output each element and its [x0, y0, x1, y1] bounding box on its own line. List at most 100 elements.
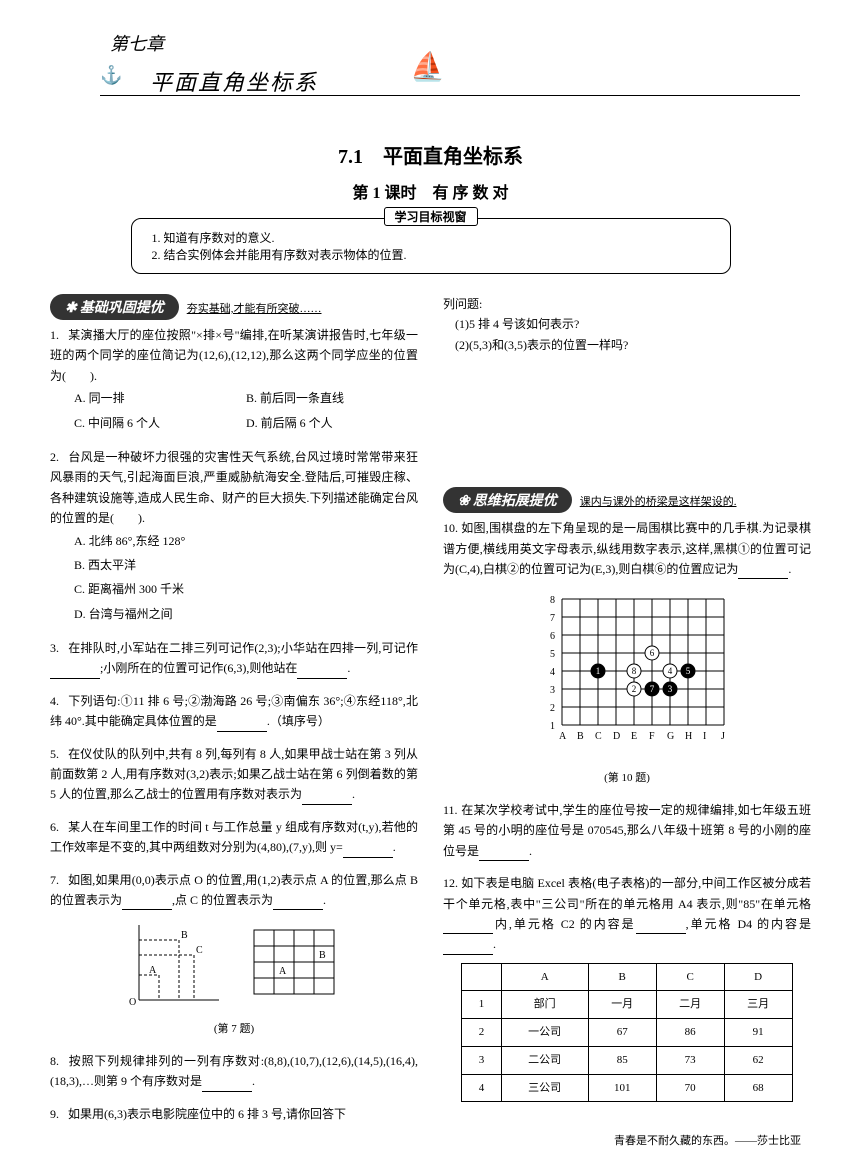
table-cell: 67 [588, 1019, 656, 1047]
svg-text:5: 5 [686, 666, 691, 676]
table-cell: 101 [588, 1074, 656, 1102]
problem-8: 8.按照下列规律排列的一列有序数对:(8,8),(10,7),(12,6),(1… [50, 1051, 418, 1092]
svg-text:F: F [649, 731, 655, 742]
fig10-caption: (第 10 题) [443, 769, 811, 788]
problem-1: 1.某演播大厅的座位按照"×排×号"编排,在听某演讲报告时,七年级一班的两个同学… [50, 325, 418, 435]
svg-text:7: 7 [550, 613, 555, 624]
section-title: 7.1 平面直角坐标系 [50, 140, 811, 169]
problem-11: 11.在某次学校考试中,学生的座位号按一定的规律编排,如七年级五班第 45 号的… [443, 800, 811, 861]
lesson-title: 第 1 课时 有 序 数 对 [50, 179, 811, 203]
svg-text:B: B [181, 930, 188, 941]
objective-box: 学习目标视窗 1. 知道有序数对的意义. 2. 结合实例体会并能用有序数对表示物… [131, 218, 731, 274]
objective-item-1: 1. 知道有序数对的意义. [152, 229, 710, 246]
table-cell: 86 [656, 1019, 724, 1047]
table-cell: 62 [724, 1046, 792, 1074]
table-cell: 1 [462, 991, 501, 1019]
svg-text:1: 1 [596, 666, 601, 676]
svg-text:5: 5 [550, 649, 555, 660]
problem-10: 10.如图,围棋盘的左下角呈现的是一局围棋比赛中的几手棋.为记录棋谱方便,横线用… [443, 518, 811, 788]
option-2c: C. 距离福州 300 千米 [74, 577, 418, 601]
objective-item-2: 2. 结合实例体会并能用有序数对表示物体的位置. [152, 246, 710, 263]
table-header: A [501, 963, 588, 991]
problem-7: 7.如图,如果用(0,0)表示点 O 的位置,用(1,2)表示点 A 的位置,那… [50, 870, 418, 1039]
svg-text:A: A [559, 731, 567, 742]
table-cell: 二月 [656, 991, 724, 1019]
option-1d: D. 前后隔 6 个人 [246, 411, 418, 435]
svg-text:E: E [631, 731, 637, 742]
svg-text:7: 7 [650, 684, 655, 694]
coord-chart-left: B C A O [124, 920, 224, 1010]
svg-text:3: 3 [668, 684, 673, 694]
problem-12: 12.如下表是电脑 Excel 表格(电子表格)的一部分,中间工作区被分成若干个… [443, 873, 811, 1102]
problem-2: 2.台风是一种破坏力很强的灾害性天气系统,台风过境时常常带来狂风暴雨的天气,引起… [50, 447, 418, 626]
footer-quote: 青春是不耐久藏的东西。——莎士比亚 [614, 1132, 801, 1148]
coord-chart-right: A B [244, 920, 344, 1010]
table-cell: 4 [462, 1074, 501, 1102]
table-cell: 3 [462, 1046, 501, 1074]
table-cell: 2 [462, 1019, 501, 1047]
problem-3: 3.在排队时,小军站在二排三列可记作(2,3);小华站在四排一列,可记作;小刚所… [50, 638, 418, 679]
svg-text:6: 6 [550, 631, 555, 642]
svg-text:4: 4 [668, 666, 673, 676]
section-name: 平面直角坐标系 [383, 146, 523, 168]
svg-text:A: A [279, 966, 287, 977]
fig7-caption: (第 7 题) [50, 1020, 418, 1039]
table-cell: 73 [656, 1046, 724, 1074]
table-header [462, 963, 501, 991]
table-cell: 一公司 [501, 1019, 588, 1047]
section-number: 7.1 [338, 146, 363, 168]
chapter-title: 平面直角坐标系 [150, 65, 318, 97]
option-2b: B. 西太平洋 [74, 553, 418, 577]
svg-text:G: G [667, 731, 674, 742]
table-cell: 70 [656, 1074, 724, 1102]
expand-banner-row: 思维拓展提优 课内与课外的桥梁是这样架设的. [443, 487, 811, 518]
option-2d: D. 台湾与福州之间 [74, 602, 418, 626]
objective-label: 学习目标视窗 [383, 207, 477, 226]
svg-text:B: B [319, 950, 326, 961]
option-1a: A. 同一排 [74, 386, 246, 410]
svg-text:J: J [721, 731, 725, 742]
go-board-diagram: 87654321ABCDEFGHIJ17358462 [537, 589, 737, 759]
svg-text:2: 2 [632, 684, 637, 694]
svg-text:3: 3 [550, 685, 555, 696]
table-cell: 91 [724, 1019, 792, 1047]
table-cell: 85 [588, 1046, 656, 1074]
svg-text:C: C [196, 945, 203, 956]
svg-text:D: D [613, 731, 620, 742]
problem-5: 5.在仪仗队的队列中,共有 8 列,每列有 8 人,如果甲战士站在第 3 列从前… [50, 744, 418, 805]
table-cell: 二公司 [501, 1046, 588, 1074]
basic-banner-row: 基础巩固提优 夯实基础,才能有所突破…… [50, 294, 418, 325]
svg-text:A: A [149, 965, 157, 976]
svg-text:6: 6 [650, 648, 655, 658]
anchor-icon: ⚓ [100, 65, 122, 86]
option-1b: B. 前后同一条直线 [246, 386, 418, 410]
basic-banner: 基础巩固提优 [50, 294, 179, 320]
problem-9: 9.如果用(6,3)表示电影院座位中的 6 排 3 号,请你回答下 [50, 1104, 418, 1124]
svg-text:8: 8 [632, 666, 637, 676]
table-cell: 一月 [588, 991, 656, 1019]
svg-text:8: 8 [550, 595, 555, 606]
problem-6: 6.某人在车间里工作的时间 t 与工作总量 y 组成有序数对(t,y),若他的工… [50, 817, 418, 858]
svg-text:H: H [685, 731, 692, 742]
table-header: D [724, 963, 792, 991]
svg-text:B: B [577, 731, 584, 742]
table-cell: 三公司 [501, 1074, 588, 1102]
header-line [100, 95, 800, 96]
table-header: C [656, 963, 724, 991]
svg-text:1: 1 [550, 721, 555, 732]
table-header: B [588, 963, 656, 991]
svg-text:C: C [595, 731, 602, 742]
table-cell: 68 [724, 1074, 792, 1102]
excel-table: ABCD 1部门一月二月三月 2一公司678691 3二公司857362 4三公司101… [461, 963, 792, 1102]
chapter-badge: 第七章 [110, 30, 164, 56]
svg-text:2: 2 [550, 703, 555, 714]
expand-banner: 思维拓展提优 [443, 487, 572, 513]
problem-4: 4.下列语句:①11 排 6 号;②渤海路 26 号;③南偏东 36°;④东经1… [50, 691, 418, 732]
table-cell: 部门 [501, 991, 588, 1019]
basic-subtitle: 夯实基础,才能有所突破…… [187, 303, 322, 315]
table-cell: 三月 [724, 991, 792, 1019]
option-1c: C. 中间隔 6 个人 [74, 411, 246, 435]
option-2a: A. 北纬 86°,东经 128° [74, 529, 418, 553]
chapter-header: ⚓ 第七章 平面直角坐标系 ⛵ [50, 30, 811, 110]
svg-text:I: I [703, 731, 706, 742]
